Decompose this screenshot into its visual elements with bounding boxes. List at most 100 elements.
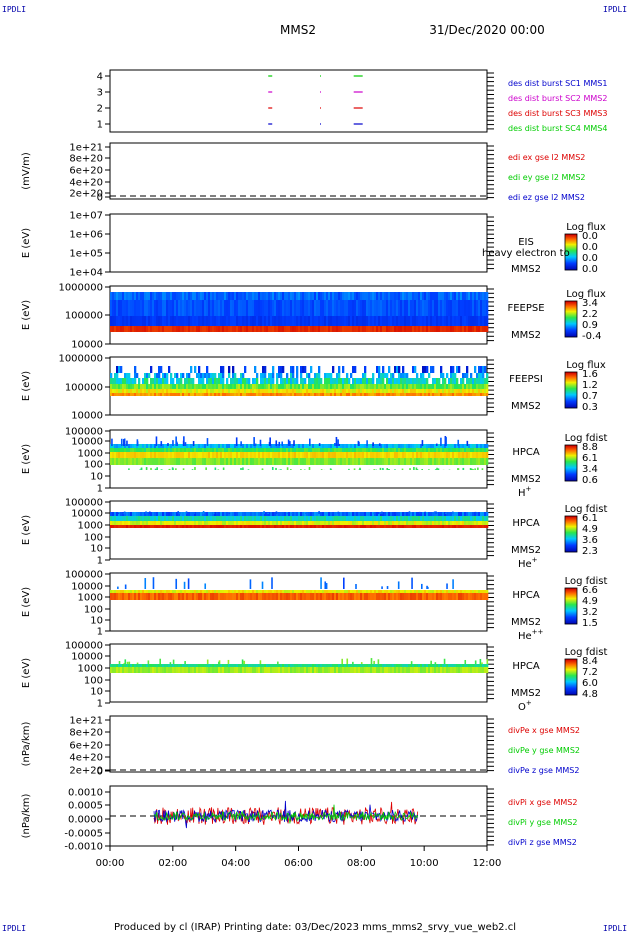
panel-feepsi: 1000000 100000 10000 E (eV) FEEPSI MMS2 Log fl…: [21, 354, 606, 422]
colorbar-tick-label: 1.2: [582, 380, 598, 391]
x-tick-label: 06:00: [284, 858, 313, 869]
panel-frame: [109, 69, 488, 133]
colorbar-tick-label: 7.2: [582, 667, 598, 678]
colorbar: [564, 233, 578, 271]
y-axis-label: E (eV): [21, 587, 32, 617]
species-label: O+: [518, 699, 532, 713]
y-tick-label: 100: [84, 460, 103, 471]
spacecraft-label: MMS2: [511, 264, 541, 275]
legend-entry: des dist burst SC4 MMS4: [508, 124, 607, 133]
colorbar-tick-label: 6.0: [582, 678, 598, 689]
legend-entry: edi ey gse l2 MMS2: [508, 173, 586, 182]
series-line: [153, 800, 419, 829]
colorbar-title: Log fdist: [565, 576, 608, 587]
colorbar-tick-label: 0.0: [582, 264, 598, 275]
colorbar: [564, 300, 578, 338]
colorbar-tick-label: 0.9: [582, 320, 598, 331]
y-tick-label: 0: [97, 767, 103, 778]
legend-entry: des dist burst SC3 MMS3: [508, 109, 607, 118]
corner-label-bottom-right: IPDLI: [603, 924, 628, 933]
y-tick-label: 10000: [71, 340, 103, 351]
colorbar: [564, 587, 578, 625]
colorbar-title: Log fdist: [565, 433, 608, 444]
x-tick-label: 08:00: [347, 858, 376, 869]
y-axis-label: E (eV): [21, 658, 32, 688]
colorbar-tick-label: 3.2: [582, 607, 598, 618]
x-tick-label: 00:00: [96, 858, 125, 869]
colorbar-tick-label: 6.6: [582, 585, 598, 596]
date-title: 31/Dec/2020 00:00: [429, 23, 545, 37]
colorbar-tick-label: 3.4: [582, 464, 598, 475]
heatmap-hpca_h: [110, 436, 489, 470]
colorbar-tick-label: 0.0: [582, 231, 598, 242]
y-tick-label: 8e+20: [69, 154, 103, 165]
spacecraft-label: MMS2: [511, 545, 541, 556]
y-tick-label: 1e+04: [69, 268, 103, 279]
colorbar-tick-label: 0.7: [582, 391, 598, 402]
y-tick-label: 10: [90, 616, 103, 627]
series-line: [153, 804, 419, 824]
colorbar-title: Log fdist: [565, 504, 608, 515]
y-axis-label: E (eV): [21, 515, 32, 545]
y-tick-label: 1000: [78, 664, 103, 675]
spacecraft-label: MMS2: [511, 330, 541, 341]
y-tick-label: 1e+21: [69, 716, 103, 727]
legend-entry: divPe x gse MMS2: [508, 726, 580, 735]
colorbar-tick-label: 6.1: [582, 453, 598, 464]
y-tick-label: 1e+05: [69, 249, 103, 260]
heatmap-hpca_hepp: [110, 577, 489, 600]
y-axis-label: E (eV): [21, 300, 32, 330]
y-axis-label: (mV/m): [21, 152, 32, 190]
panel-frame: [109, 572, 488, 632]
y-tick-label: 0.0005: [68, 801, 103, 812]
y-tick-label: 4e+20: [69, 178, 103, 189]
y-tick-label: 0.0010: [68, 788, 103, 799]
y-tick-label: 3: [97, 88, 103, 99]
y-tick-label: 0: [97, 193, 103, 204]
legend-entry: des dist burst SC2 MMS2: [508, 94, 607, 103]
colorbar: [564, 658, 578, 696]
y-axis-label: (nPa/km): [21, 722, 32, 767]
y-tick-label: 1: [97, 556, 103, 567]
y-tick-label: 2e+20: [69, 189, 103, 200]
spacecraft-title: MMS2: [280, 23, 316, 37]
y-tick-label: 10: [90, 687, 103, 698]
colorbar: [564, 515, 578, 553]
colorbar-tick-label: 0.0: [582, 253, 598, 264]
colorbar-title: Log flux: [566, 360, 606, 371]
colorbar-tick-label: 0.6: [582, 475, 598, 486]
colorbar-tick-label: 0.0: [582, 242, 598, 253]
overlay-text: heavy electron to: [482, 248, 570, 259]
instrument-label: HPCA: [512, 518, 540, 529]
y-tick-label: 6e+20: [69, 166, 103, 177]
colorbar-tick-label: 4.9: [582, 524, 598, 535]
y-tick-label: 0.0000: [68, 815, 103, 826]
y-tick-label: -0.0010: [64, 842, 103, 853]
y-tick-label: 10000: [71, 652, 103, 663]
y-axis-label: E (eV): [21, 444, 32, 474]
corner-label-bottom-left: IPDLI: [2, 924, 27, 933]
colorbar-tick-label: 6.1: [582, 513, 598, 524]
instrument-label: EIS: [518, 237, 534, 248]
y-tick-label: 4: [97, 72, 103, 83]
colorbar-tick-label: 1.5: [582, 618, 598, 629]
y-tick-label: 1000: [78, 521, 103, 532]
x-tick-label: 10:00: [410, 858, 439, 869]
instrument-label: HPCA: [512, 447, 540, 458]
corner-label-top-right: IPDLI: [603, 5, 628, 14]
y-tick-label: 1: [97, 484, 103, 495]
y-tick-label: 1000: [78, 593, 103, 604]
spacecraft-label: MMS2: [511, 401, 541, 412]
y-tick-label: 1: [97, 627, 103, 638]
colorbar-title: Log fdist: [565, 647, 608, 658]
y-tick-label: 2e+20: [69, 766, 103, 777]
colorbar: [564, 444, 578, 482]
y-tick-label: 100000: [65, 383, 103, 394]
y-tick-label: 1: [97, 699, 103, 710]
y-tick-label: 100: [84, 533, 103, 544]
spacecraft-label: MMS2: [511, 474, 541, 485]
